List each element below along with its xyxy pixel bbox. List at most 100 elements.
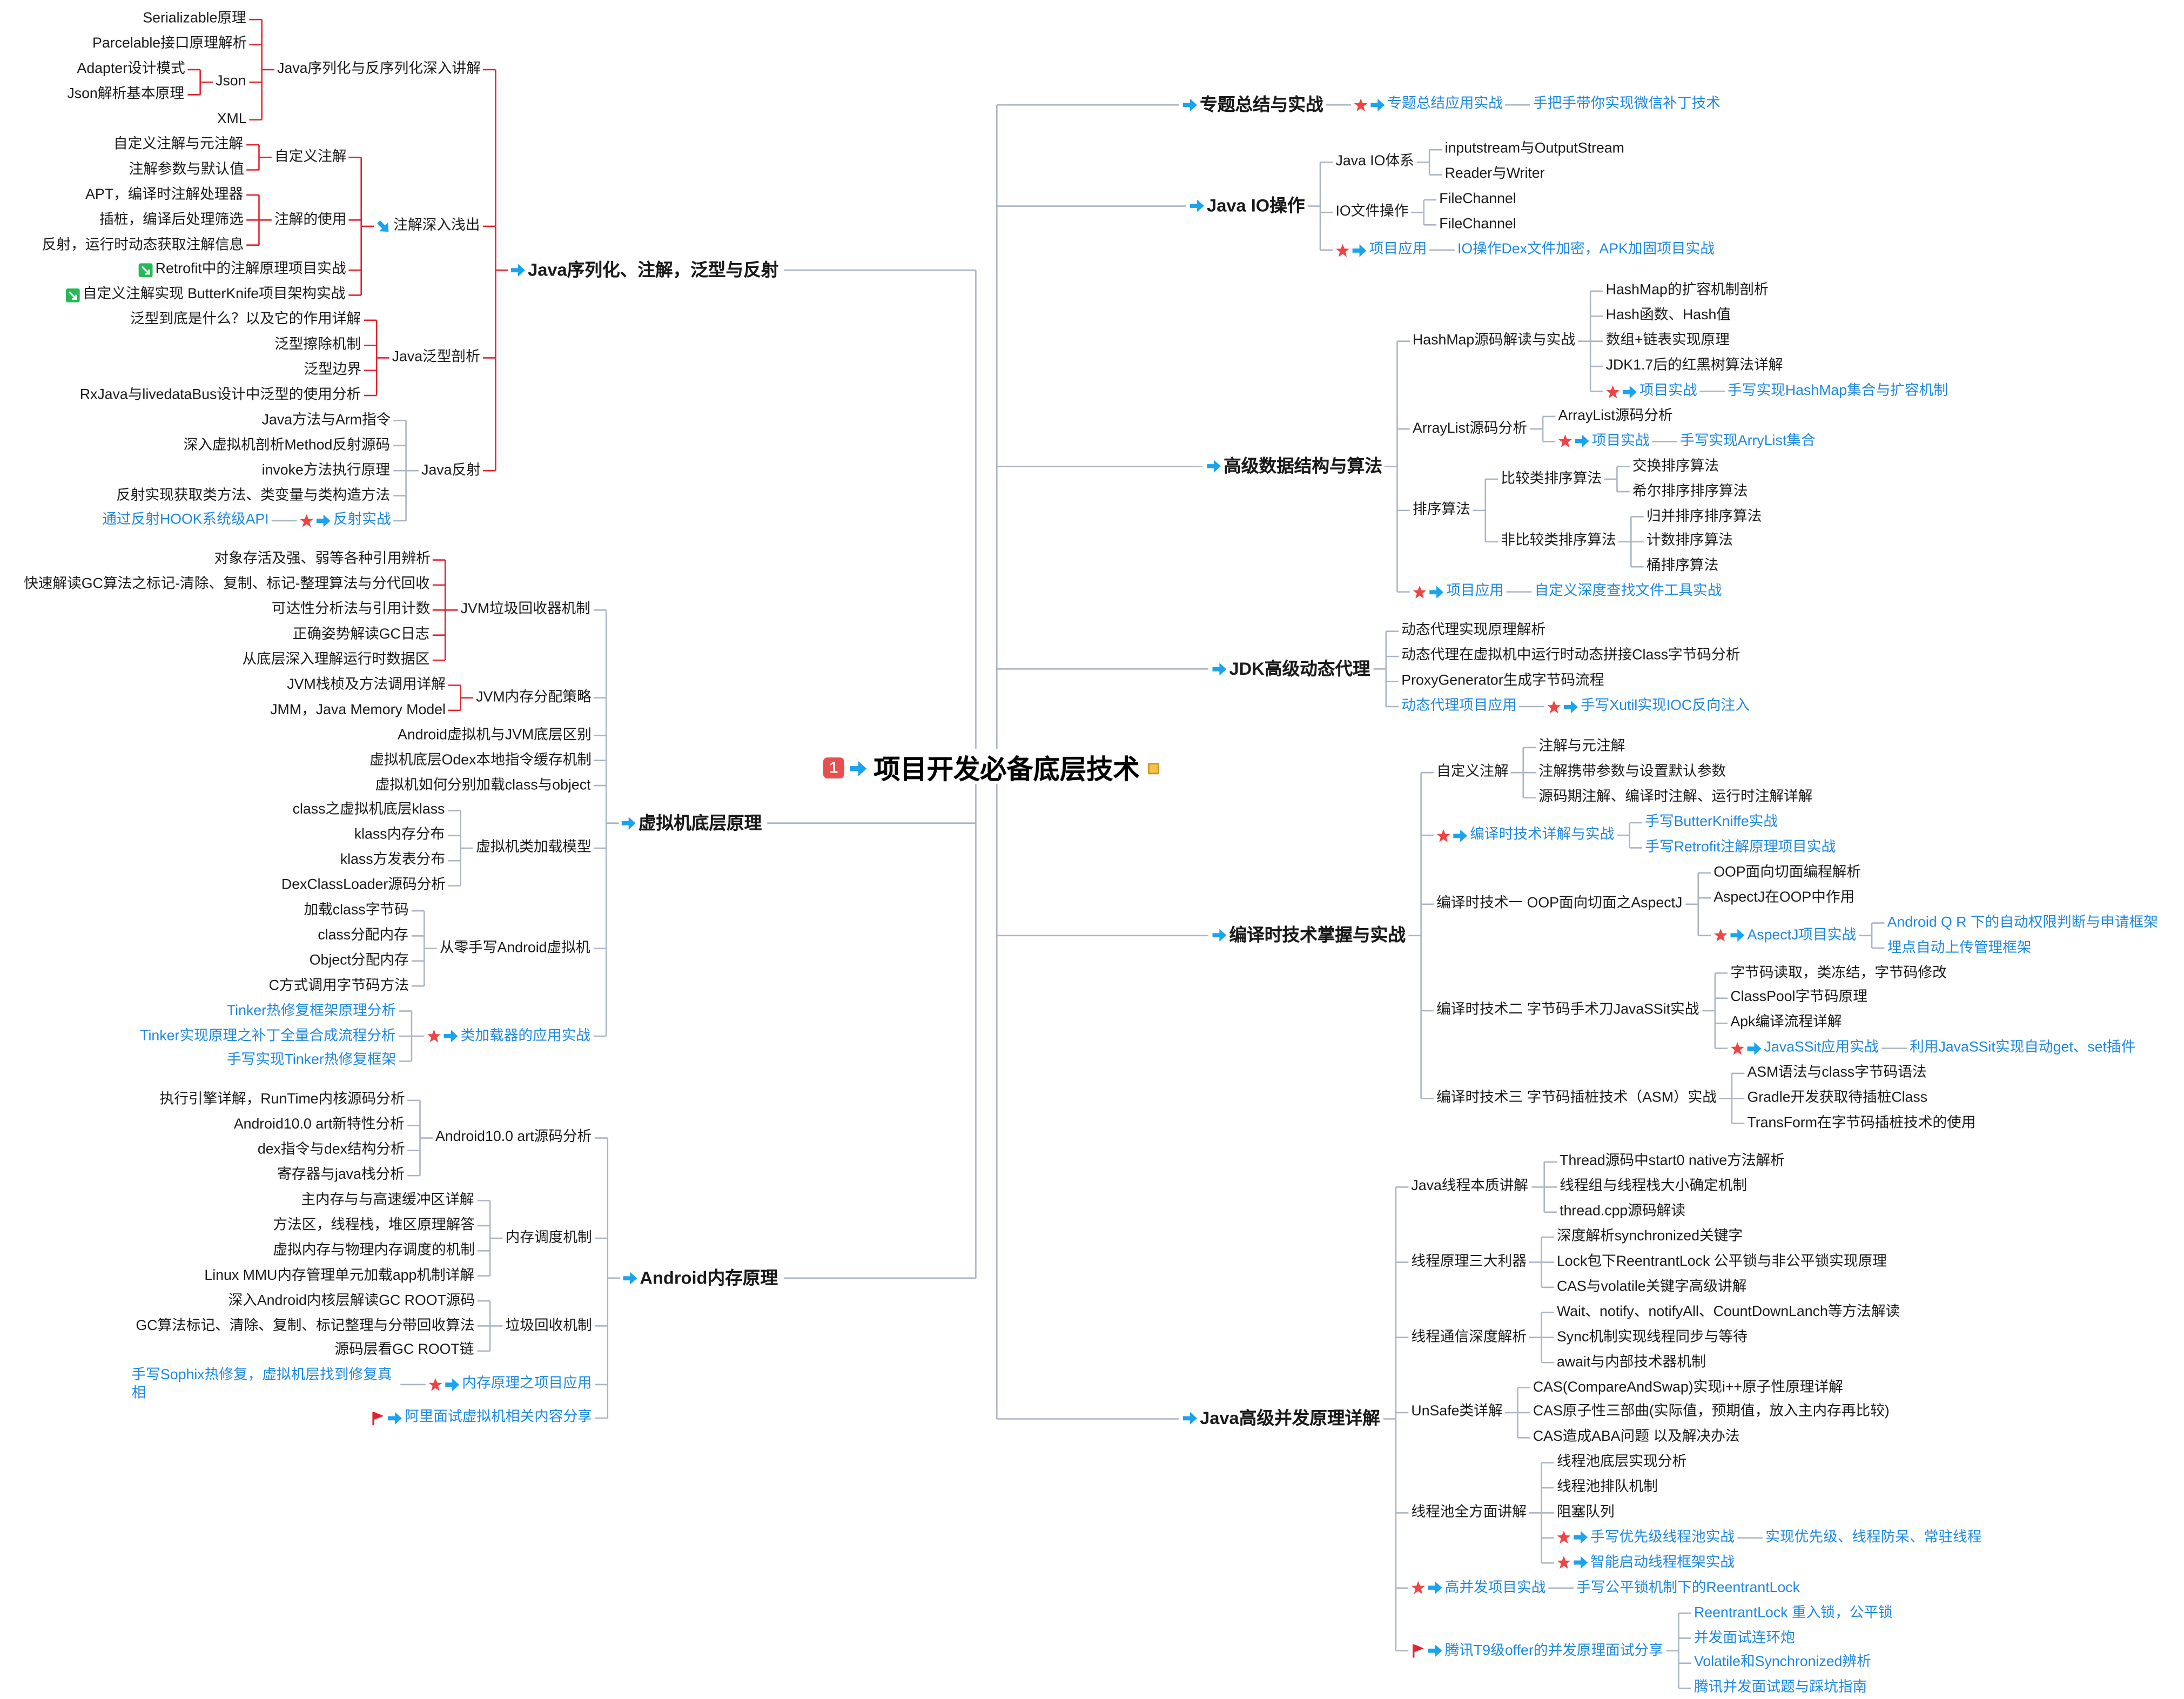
link-topic[interactable]: 手写优先级线程池实战 <box>1557 1529 1735 1547</box>
topic-node[interactable]: Retrofit中的注解原理项目实战 <box>138 261 346 279</box>
topic-node[interactable]: 虚拟机类加载模型 <box>476 839 591 857</box>
topic-node[interactable]: 正确姿势解读GC日志 <box>293 626 430 644</box>
topic-node[interactable]: 动态代理实现原理解析 <box>1401 622 1545 641</box>
topic-node[interactable]: 从底层深入理解运行时数据区 <box>242 651 429 669</box>
topic-node[interactable]: Object分配内存 <box>310 952 409 970</box>
topic-node[interactable]: Reader与Writer <box>1445 166 1545 184</box>
topic-node[interactable]: Apk编译流程详解 <box>1730 1014 1842 1032</box>
topic-node[interactable]: ArrayList源码分析 <box>1413 420 1527 438</box>
topic-node[interactable]: 希尔排序排序算法 <box>1632 482 1748 501</box>
topic-node[interactable]: Java泛型剖析 <box>392 349 480 367</box>
topic-node[interactable]: FileChannel <box>1439 191 1516 209</box>
topic-node[interactable]: 注解参数与默认值 <box>129 161 244 179</box>
link-topic[interactable]: 通过反射HOOK系统级API <box>102 512 268 530</box>
topic-node[interactable]: Java线程本质讲解 <box>1411 1178 1528 1197</box>
topic-node[interactable]: 可达性分析法与引用计数 <box>272 601 431 619</box>
topic-node[interactable]: Wait、notify、notifyAll、CountDownLanch等方法解… <box>1557 1303 1900 1321</box>
topic-node[interactable]: JVM垃圾回收器机制 <box>461 601 590 619</box>
topic-node[interactable]: 注解的使用 <box>274 211 346 229</box>
topic-node[interactable]: 内存调度机制 <box>506 1229 592 1247</box>
topic-node[interactable]: Hash函数、Hash值 <box>1606 307 1731 325</box>
topic-node[interactable]: Adapter设计模式 <box>77 61 185 79</box>
topic-node[interactable]: ASM语法与class字节码语法 <box>1747 1064 1926 1083</box>
topic-node[interactable]: 对象存活及强、弱等各种引用辨析 <box>214 551 431 569</box>
topic-node[interactable]: 深入虚拟机剖析Method反射源码 <box>184 436 391 455</box>
link-topic[interactable]: 智能启动线程框架实战 <box>1557 1554 1735 1572</box>
topic-node[interactable]: CAS与volatile关键字高级讲解 <box>1557 1278 1746 1297</box>
topic-node[interactable]: 深入Android内核层解读GC ROOT源码 <box>228 1292 475 1310</box>
topic-node[interactable]: 线程池全方面讲解 <box>1411 1504 1526 1522</box>
link-topic[interactable]: 手写Retrofit注解原理项目实战 <box>1645 839 1836 857</box>
branch-topic[interactable]: 虚拟机底层原理 <box>621 812 762 834</box>
topic-node[interactable]: 反射，运行时动态获取注解信息 <box>42 236 244 254</box>
link-topic[interactable]: 项目应用 <box>1413 583 1504 601</box>
branch-topic[interactable]: Java高级并发原理详解 <box>1182 1408 1380 1430</box>
link-topic[interactable]: 自定义深度查找文件工具实战 <box>1535 583 1722 601</box>
topic-node[interactable]: Json解析基本原理 <box>67 85 184 104</box>
topic-node[interactable]: 比较类排序算法 <box>1501 470 1602 488</box>
topic-node[interactable]: 编译时技术一 OOP面向切面之AspectJ <box>1436 895 1682 914</box>
topic-node[interactable]: class分配内存 <box>318 927 408 945</box>
topic-node[interactable]: CAS原子性三部曲(实际值，预期值，放入主内存再比较) <box>1533 1403 1890 1422</box>
topic-node[interactable]: Sync机制实现线程同步与等待 <box>1557 1328 1748 1347</box>
link-topic[interactable]: 手写Xutil实现IOC反向注入 <box>1547 697 1750 716</box>
link-topic[interactable]: 内存原理之项目应用 <box>428 1375 592 1394</box>
link-topic[interactable]: JavaSSit应用实战 <box>1730 1039 1879 1058</box>
topic-node[interactable]: DexClassLoader源码分析 <box>281 877 446 895</box>
link-topic[interactable]: IO操作Dex文件加密，APK加固项目实战 <box>1457 241 1715 259</box>
topic-node[interactable]: JDK1.7后的红黑树算法详解 <box>1606 357 1783 375</box>
topic-node[interactable]: klass内存分布 <box>354 827 445 845</box>
link-topic[interactable]: 腾讯T9级offer的并发原理面试分享 <box>1411 1642 1663 1660</box>
topic-node[interactable]: IO文件操作 <box>1335 203 1408 221</box>
topic-node[interactable]: Android虚拟机与JVM底层区别 <box>398 726 592 744</box>
topic-node[interactable]: Serializable原理 <box>143 10 246 29</box>
topic-node[interactable]: 主内存与与高速缓冲区详解 <box>301 1192 474 1210</box>
topic-node[interactable]: Thread源码中start0 native方法解析 <box>1560 1153 1785 1171</box>
topic-node[interactable]: Linux MMU内存管理单元加载app机制详解 <box>204 1267 474 1285</box>
root-topic[interactable]: 1 项目开发必备底层技术 <box>823 749 1159 787</box>
topic-node[interactable]: 自定义注解 <box>1436 763 1508 782</box>
note-icon[interactable] <box>1148 762 1159 774</box>
topic-node[interactable]: Java序列化与反序列化深入讲解 <box>277 61 481 79</box>
branch-topic[interactable]: Java序列化、注解，泛型与反射 <box>510 259 778 281</box>
topic-node[interactable]: 数组+链表实现原理 <box>1606 332 1730 351</box>
topic-node[interactable]: 自定义注解与元注解 <box>113 136 243 154</box>
topic-node[interactable]: 源码期注解、编译时注解、运行时注解详解 <box>1538 789 1812 807</box>
topic-node[interactable]: APT，编译时注解处理器 <box>85 186 243 204</box>
topic-node[interactable]: 编译时技术三 字节码插桩技术（ASM）实战 <box>1436 1089 1717 1107</box>
link-topic[interactable]: 手写ButterKniffe实战 <box>1645 814 1778 832</box>
topic-node[interactable]: 编译时技术二 字节码手术刀JavaSSit实战 <box>1436 1002 1699 1020</box>
topic-node[interactable]: 虚拟机如何分别加载class与object <box>375 776 591 795</box>
link-topic[interactable]: 阿里面试虚拟机相关内容分享 <box>371 1409 592 1427</box>
link-topic[interactable]: Android Q R 下的自动权限判断与申请框架 <box>1887 914 2158 932</box>
topic-node[interactable]: JVM内存分配策略 <box>476 689 591 707</box>
topic-node[interactable]: 注解携带参数与设置默认参数 <box>1538 763 1726 782</box>
link-topic[interactable]: 项目实战 <box>1606 382 1697 401</box>
topic-node[interactable]: HashMap源码解读与实战 <box>1413 332 1575 351</box>
topic-node[interactable]: XML <box>217 111 247 129</box>
topic-node[interactable]: OOP面向切面编程解析 <box>1713 864 1861 882</box>
link-topic[interactable]: 类加载器的应用实战 <box>427 1027 590 1045</box>
topic-node[interactable]: 从零手写Android虚拟机 <box>440 939 590 958</box>
topic-node[interactable]: klass方发表分布 <box>340 851 445 870</box>
topic-node[interactable]: 线程池排队机制 <box>1557 1479 1658 1497</box>
branch-topic[interactable]: JDK高级动态代理 <box>1212 658 1370 680</box>
topic-node[interactable]: Java方法与Arm指令 <box>262 412 391 430</box>
topic-node[interactable]: 阻塞队列 <box>1557 1504 1615 1522</box>
topic-node[interactable]: 反射实现获取类方法、类变量与类构造方法 <box>116 487 390 505</box>
topic-node[interactable]: 线程通信深度解析 <box>1411 1328 1526 1347</box>
link-topic[interactable]: ReentrantLock 重入锁，公平锁 <box>1694 1604 1893 1622</box>
link-topic[interactable]: Volatile和Synchronized辨析 <box>1694 1654 1871 1673</box>
topic-node[interactable]: C方式调用字节码方法 <box>269 977 409 995</box>
topic-node[interactable]: Android10.0 art源码分析 <box>435 1129 592 1147</box>
link-topic[interactable]: 并发面试连环炮 <box>1694 1629 1795 1648</box>
topic-node[interactable]: 动态代理在虚拟机中运行时动态拼接Class字节码分析 <box>1401 647 1740 666</box>
topic-node[interactable]: Java反射 <box>421 461 481 480</box>
topic-node[interactable]: 计数排序算法 <box>1647 533 1733 551</box>
topic-node[interactable]: TransForm在字节码插桩技术的使用 <box>1747 1114 1975 1133</box>
topic-node[interactable]: Android10.0 art新特性分析 <box>234 1116 405 1134</box>
link-topic[interactable]: 埋点自动上传管理框架 <box>1887 939 2032 957</box>
topic-node[interactable]: 自定义注解 <box>274 148 346 166</box>
topic-node[interactable]: HashMap的扩容机制剖析 <box>1606 282 1769 300</box>
topic-node[interactable]: 桶排序算法 <box>1647 558 1718 576</box>
